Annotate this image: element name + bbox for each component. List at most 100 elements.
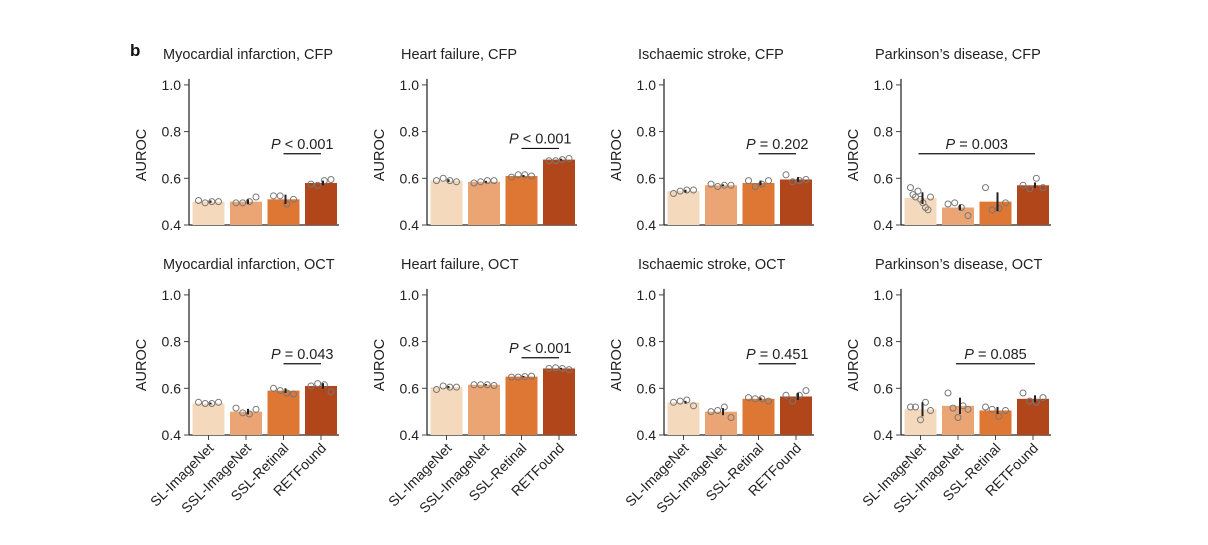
data-point	[565, 366, 573, 374]
p-symbol: P	[746, 137, 756, 153]
data-point	[208, 399, 216, 407]
bar-ssl-imagenet	[230, 411, 262, 435]
y-tick-label: 0.8	[400, 334, 420, 350]
data-point	[727, 413, 735, 421]
y-tick-label: 1.0	[874, 77, 894, 93]
data-point	[439, 382, 447, 390]
data-point	[964, 212, 972, 220]
data-point	[514, 373, 522, 381]
data-point	[802, 175, 810, 183]
y-tick-label: 0.8	[400, 124, 420, 140]
chart-parkinson-s-disease-cfp: Parkinson’s disease, CFP 0.4 0.6 0.8 1.0 AURO…	[846, 47, 1051, 233]
data-point	[758, 395, 766, 403]
data-point	[1026, 397, 1034, 405]
data-point	[215, 398, 222, 406]
bar-sl-imagenet	[430, 180, 463, 225]
data-point	[951, 199, 959, 207]
data-point	[270, 192, 277, 200]
data-point	[720, 181, 728, 189]
y-tick-label: 1.0	[162, 287, 182, 303]
data-point	[245, 198, 253, 206]
y-axis-label: AUROC	[134, 129, 150, 181]
data-point	[789, 178, 797, 186]
data-point	[314, 380, 322, 388]
data-point	[751, 395, 759, 403]
data-point	[433, 385, 440, 393]
bar-retfound	[543, 159, 575, 225]
chart-ischaemic-stroke-cfp: Ischaemic stroke, CFP 0.4 0.6 0.8 1.0 AUROC P …	[609, 47, 814, 233]
y-axis-label: AUROC	[609, 339, 625, 391]
data-point	[782, 171, 790, 179]
y-tick-label: 1.0	[400, 77, 420, 93]
data-point	[545, 364, 553, 372]
y-tick-label: 0.6	[874, 170, 894, 186]
data-point	[988, 206, 996, 214]
y-tick-label: 0.4	[162, 427, 182, 443]
data-point	[795, 177, 803, 185]
data-point	[307, 180, 315, 188]
data-point	[477, 381, 485, 389]
data-point	[290, 195, 297, 203]
data-point	[521, 171, 529, 179]
data-point	[765, 177, 772, 185]
chart-title: Parkinson’s disease, OCT	[875, 257, 1043, 273]
data-point	[270, 384, 277, 392]
data-point	[927, 406, 934, 414]
data-point	[944, 389, 952, 397]
y-tick-label: 0.4	[637, 217, 657, 233]
p-symbol: P	[271, 137, 281, 153]
data-point	[751, 182, 759, 190]
data-point	[927, 193, 934, 201]
data-point	[490, 381, 498, 389]
p-value-label: P < 0.001	[271, 137, 333, 153]
data-point	[802, 387, 810, 395]
data-point	[276, 192, 284, 200]
y-axis-label: AUROC	[609, 129, 625, 181]
y-tick-label: 0.8	[162, 334, 182, 350]
chart-heart-failure-oct: Heart failure, OCT0.40.60.81.0AUROCSL-Im…	[372, 257, 577, 516]
y-tick-label: 0.6	[400, 170, 420, 186]
data-point	[683, 396, 691, 404]
bar-ssl-retinal	[505, 175, 538, 225]
data-point	[982, 184, 989, 192]
bar-ssl-imagenet	[230, 201, 262, 225]
p-symbol: P	[946, 137, 956, 153]
p-symbol: P	[271, 347, 281, 363]
data-point	[558, 156, 566, 164]
chart-title: Heart failure, OCT	[401, 257, 519, 273]
data-point	[565, 154, 573, 162]
bar-retfound	[1017, 185, 1049, 225]
p-value: = 0.085	[974, 347, 1027, 363]
data-point	[690, 402, 697, 410]
p-symbol: P	[746, 347, 756, 363]
data-point	[314, 181, 322, 189]
data-point	[1002, 199, 1009, 207]
data-point	[327, 388, 335, 396]
bar-retfound	[780, 179, 812, 225]
y-tick-label: 0.6	[400, 380, 420, 396]
data-point	[232, 404, 240, 412]
data-point	[320, 381, 328, 389]
data-point	[453, 383, 460, 391]
data-point	[917, 416, 924, 424]
data-point	[453, 178, 460, 186]
data-point	[1019, 181, 1027, 189]
y-tick-label: 1.0	[874, 287, 894, 303]
data-point	[327, 175, 335, 183]
y-tick-label: 0.8	[637, 334, 657, 350]
p-value-label: P < 0.001	[509, 131, 571, 147]
p-value: = 0.043	[281, 347, 334, 363]
bar-retfound	[305, 385, 337, 435]
data-point	[446, 177, 454, 185]
data-point	[528, 372, 535, 380]
data-point	[508, 373, 515, 381]
data-point	[714, 406, 722, 414]
bar-ssl-retinal	[267, 390, 300, 435]
y-tick-label: 0.6	[162, 380, 182, 396]
p-value: = 0.451	[756, 347, 809, 363]
y-tick-label: 0.8	[874, 334, 894, 350]
p-value-label: P < 0.001	[509, 341, 571, 357]
data-point	[745, 394, 752, 402]
y-tick-label: 0.4	[874, 427, 894, 443]
data-point	[949, 404, 957, 412]
